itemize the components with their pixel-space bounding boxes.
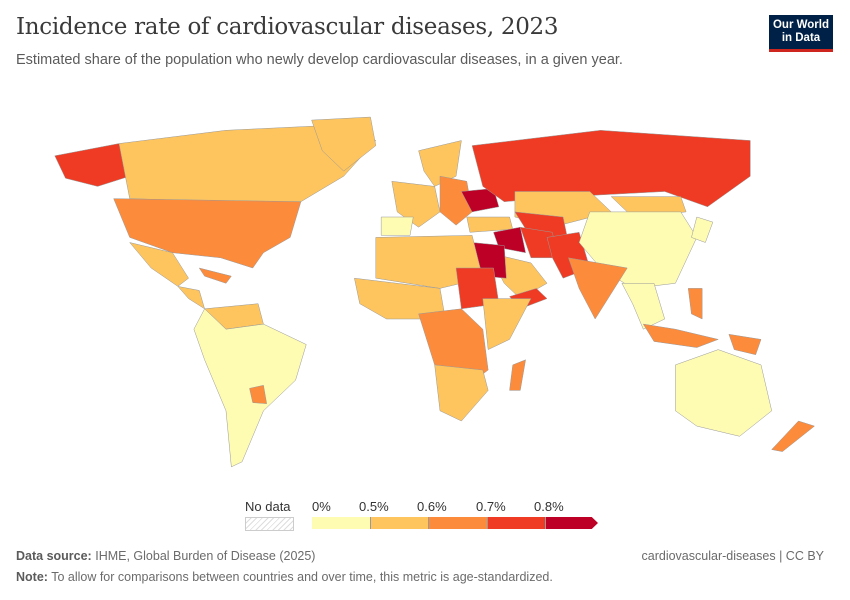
world-map[interactable] xyxy=(0,100,850,480)
country-iberia[interactable] xyxy=(380,216,414,236)
no-data-label: No data xyxy=(245,499,291,514)
country-alaska[interactable] xyxy=(54,143,131,187)
country-png[interactable] xyxy=(728,333,762,355)
legend-tick: 0.6% xyxy=(417,499,447,514)
country-south-america[interactable] xyxy=(193,308,307,468)
legend-tick: 0.5% xyxy=(359,499,389,514)
country-mexico[interactable] xyxy=(129,242,189,287)
no-data-swatch xyxy=(245,517,294,531)
country-usa[interactable] xyxy=(113,198,302,269)
legend-bin xyxy=(488,517,546,529)
legend-tick: 0% xyxy=(312,499,331,514)
legend-tick: 0.7% xyxy=(476,499,506,514)
country-western-europe[interactable] xyxy=(391,181,441,228)
country-central-america[interactable] xyxy=(177,285,206,310)
note-text: To allow for comparisons between countri… xyxy=(51,570,553,584)
country-eastern-europe[interactable] xyxy=(439,175,473,226)
legend-bin xyxy=(371,517,429,529)
source-text: IHME, Global Burden of Disease (2025) xyxy=(95,549,316,563)
chart-slug-license[interactable]: cardiovascular-diseases | CC BY xyxy=(641,549,824,563)
country-southeast-asia[interactable] xyxy=(621,283,666,330)
legend-bin xyxy=(546,517,598,529)
country-australia[interactable] xyxy=(675,349,772,437)
map-legend: No data 0% 0.5% 0.6% 0.7% 0.8% xyxy=(0,495,850,535)
country-indonesia[interactable] xyxy=(642,323,720,348)
legend-bin xyxy=(429,517,488,529)
data-source: Data source: IHME, Global Burden of Dise… xyxy=(16,549,315,563)
country-russia[interactable] xyxy=(471,130,751,208)
country-west-africa[interactable] xyxy=(354,277,446,320)
country-madagascar[interactable] xyxy=(509,359,526,391)
country-japan[interactable] xyxy=(691,216,714,243)
note: Note: To allow for comparisons between c… xyxy=(16,570,553,584)
source-label: Data source: xyxy=(16,549,92,563)
legend-bin xyxy=(312,517,371,529)
chart-title: Incidence rate of cardiovascular disease… xyxy=(16,14,559,40)
country-greenland[interactable] xyxy=(311,116,377,172)
country-ukraine[interactable] xyxy=(461,188,500,213)
country-east-africa[interactable] xyxy=(482,298,532,350)
owid-logo[interactable]: Our World in Data xyxy=(769,15,833,52)
note-label: Note: xyxy=(16,570,48,584)
legend-tick: 0.8% xyxy=(534,499,564,514)
country-caribbean[interactable] xyxy=(198,267,232,284)
country-india[interactable] xyxy=(568,257,628,320)
country-new-zealand[interactable] xyxy=(771,420,816,452)
country-southern-africa[interactable] xyxy=(434,364,489,422)
country-philippines[interactable] xyxy=(687,288,703,320)
country-paraguay[interactable] xyxy=(249,384,267,404)
chart-subtitle: Estimated share of the population who ne… xyxy=(16,52,623,68)
